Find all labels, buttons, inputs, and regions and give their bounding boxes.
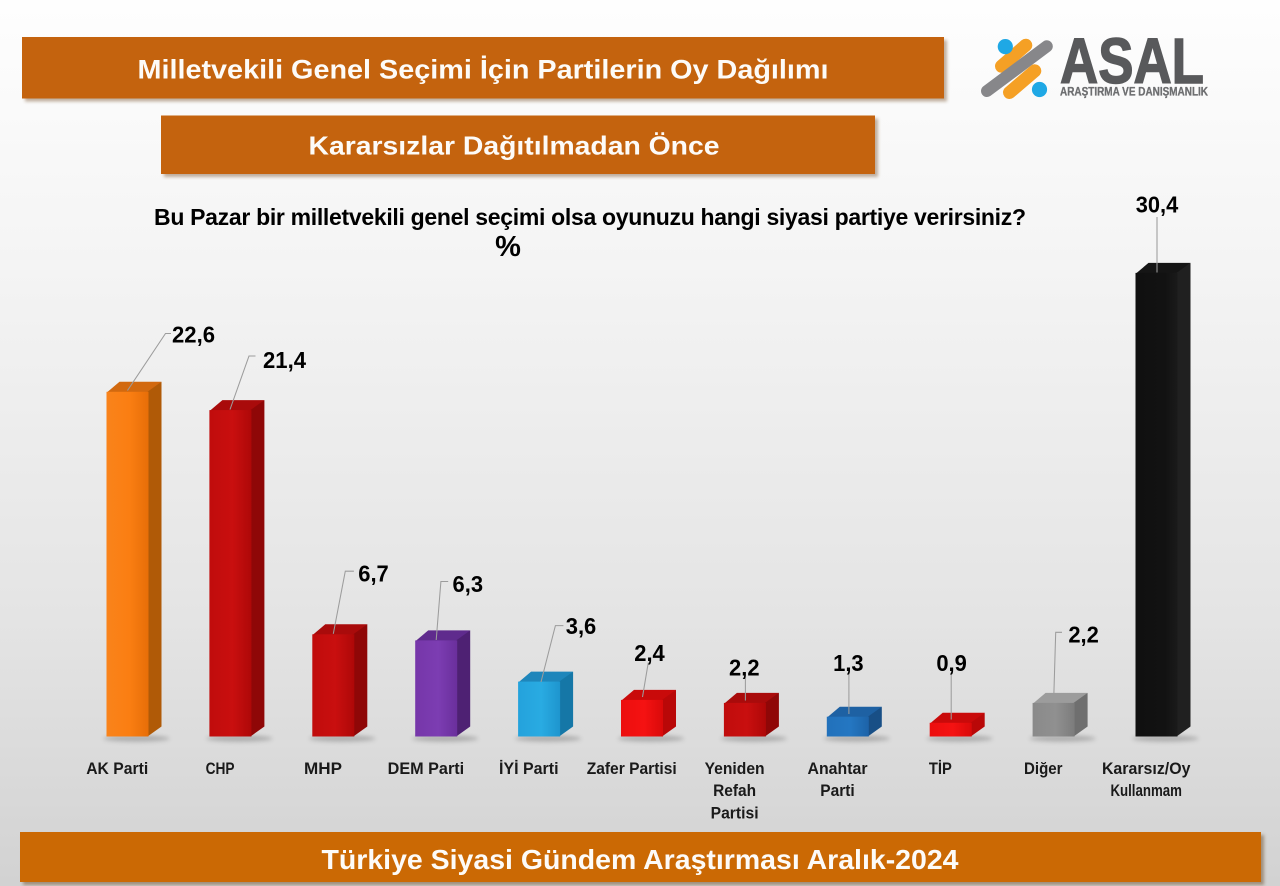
svg-text:21,4: 21,4 <box>263 347 306 373</box>
svg-text:Diğer: Diğer <box>1024 759 1063 778</box>
svg-text:Kararsız/Oy: Kararsız/Oy <box>1102 759 1191 778</box>
svg-text:Türkiye Siyasi Gündem Araştırm: Türkiye Siyasi Gündem Araştırması Aralık… <box>322 844 959 875</box>
svg-text:Yeniden: Yeniden <box>705 759 765 778</box>
svg-text:AK Parti: AK Parti <box>86 759 148 778</box>
svg-text:Kararsızlar Dağıtılmadan Önce: Kararsızlar Dağıtılmadan Önce <box>309 131 720 161</box>
svg-text:MHP: MHP <box>304 759 342 778</box>
svg-text:TİP: TİP <box>929 759 952 778</box>
svg-text:1,3: 1,3 <box>833 650 864 676</box>
svg-text:3,6: 3,6 <box>566 613 597 639</box>
svg-text:0,9: 0,9 <box>936 650 967 676</box>
svg-text:Zafer Partisi: Zafer Partisi <box>587 759 677 778</box>
svg-text:Refah: Refah <box>713 781 756 800</box>
svg-text:CHP: CHP <box>206 759 235 778</box>
svg-text:2,4: 2,4 <box>634 640 665 666</box>
svg-text:22,6: 22,6 <box>172 321 215 347</box>
svg-text:%: % <box>495 231 521 263</box>
svg-text:İYİ Parti: İYİ Parti <box>499 759 559 778</box>
svg-text:6,3: 6,3 <box>453 571 484 597</box>
svg-text:Kullanmam: Kullanmam <box>1110 781 1182 800</box>
svg-text:6,7: 6,7 <box>358 560 389 586</box>
svg-text:ARAŞTIRMA VE DANIŞMANLIK: ARAŞTIRMA VE DANIŞMANLIK <box>1060 87 1209 99</box>
svg-text:Partisi: Partisi <box>711 803 759 822</box>
svg-text:ASAL: ASAL <box>1060 25 1204 97</box>
svg-text:Parti: Parti <box>820 781 855 800</box>
svg-text:2,2: 2,2 <box>1068 622 1099 648</box>
svg-text:Milletvekili Genel Seçimi İçin: Milletvekili Genel Seçimi İçin Partileri… <box>138 55 829 85</box>
svg-text:30,4: 30,4 <box>1136 191 1179 217</box>
svg-text:2,2: 2,2 <box>729 654 760 680</box>
svg-text:Anahtar: Anahtar <box>808 759 868 778</box>
svg-text:DEM Parti: DEM Parti <box>388 759 465 778</box>
svg-text:Bu Pazar bir milletvekili gene: Bu Pazar bir milletvekili genel seçimi o… <box>154 204 1026 230</box>
